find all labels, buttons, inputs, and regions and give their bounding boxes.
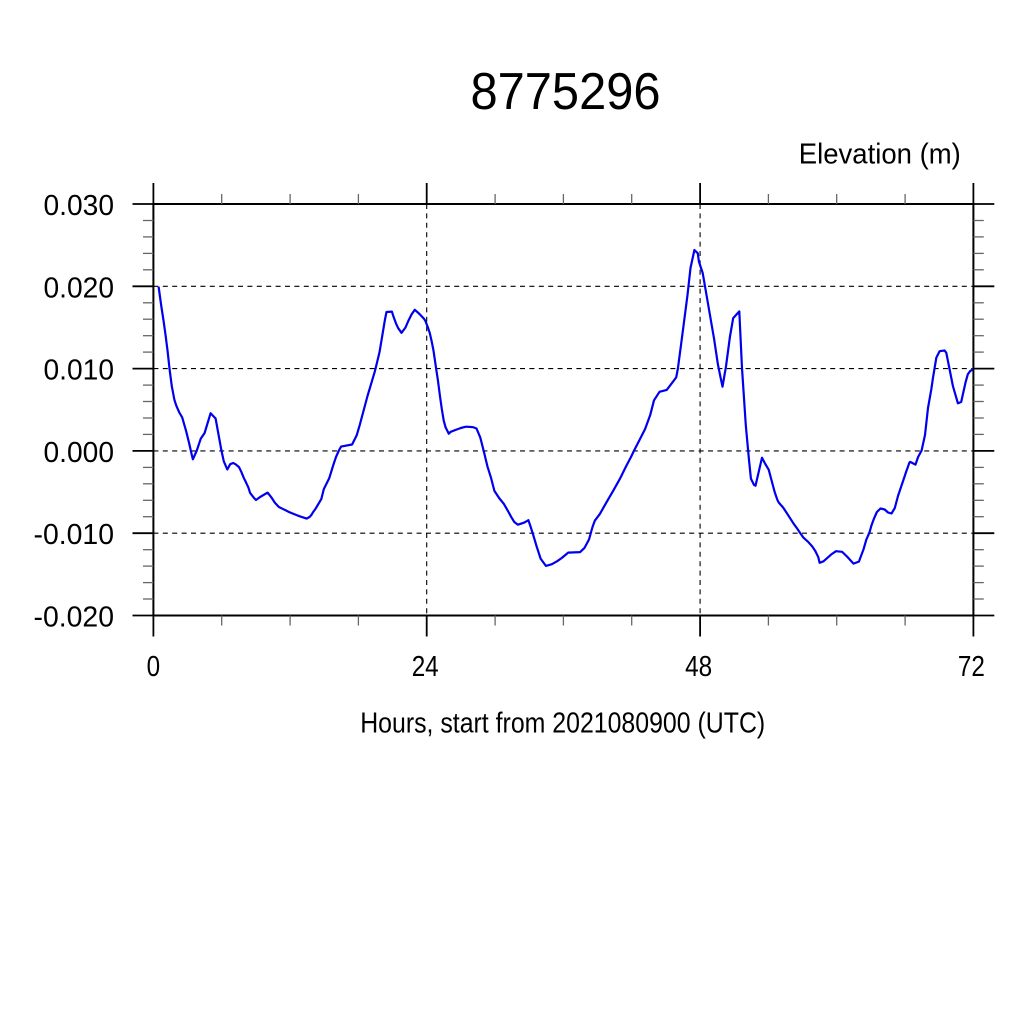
svg-text:24: 24 bbox=[412, 651, 439, 683]
svg-text:8775296: 8775296 bbox=[471, 63, 661, 121]
svg-text:0.010: 0.010 bbox=[44, 355, 115, 387]
svg-text:Hours, start from 2021080900 (: Hours, start from 2021080900 (UTC) bbox=[360, 708, 765, 740]
svg-text:48: 48 bbox=[685, 651, 712, 683]
svg-text:-0.020: -0.020 bbox=[34, 602, 115, 634]
svg-text:0.020: 0.020 bbox=[44, 272, 115, 304]
svg-text:72: 72 bbox=[958, 651, 985, 683]
svg-text:0.030: 0.030 bbox=[44, 190, 115, 222]
svg-text:0.000: 0.000 bbox=[44, 437, 115, 469]
svg-text:0: 0 bbox=[147, 651, 161, 683]
svg-text:-0.010: -0.010 bbox=[34, 519, 115, 551]
svg-text:Elevation (m): Elevation (m) bbox=[799, 139, 961, 171]
